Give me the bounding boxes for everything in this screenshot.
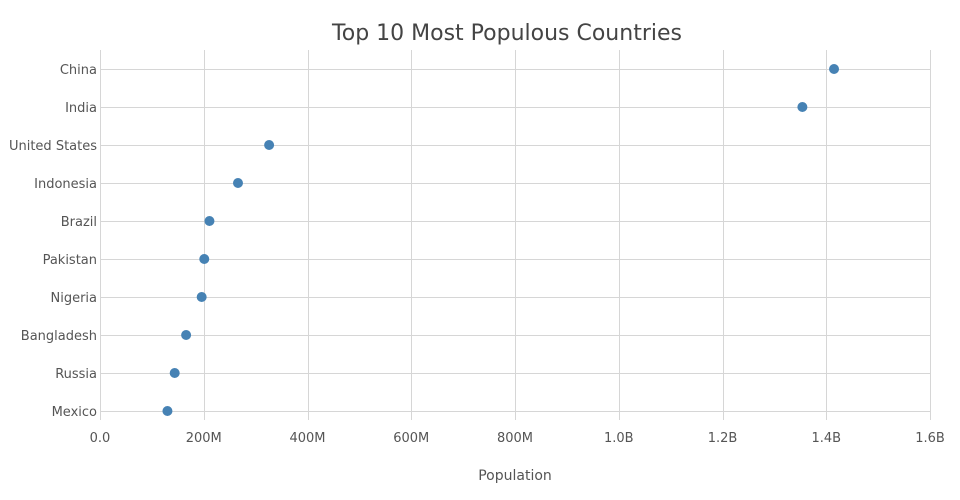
data-point	[264, 140, 275, 150]
x-axis-title: Population	[478, 468, 552, 484]
x-tick-label: 1.4B	[811, 431, 841, 446]
y-tick-label: United States	[9, 139, 97, 154]
data-point	[196, 292, 207, 302]
y-tick-label: Nigeria	[50, 291, 97, 306]
y-tick-label: Brazil	[61, 215, 97, 230]
x-tick-label: 1.2B	[708, 431, 738, 446]
y-tick-label: Pakistan	[43, 253, 97, 268]
y-tick-label: China	[60, 63, 97, 78]
data-point	[162, 406, 173, 416]
chart-title: Top 10 Most Populous Countries	[331, 21, 682, 46]
data-point	[797, 102, 808, 112]
x-tick-label: 800M	[497, 431, 533, 446]
x-tick-label: 1.6B	[915, 431, 945, 446]
y-tick-label: India	[65, 101, 97, 116]
data-point	[829, 64, 840, 74]
data-point	[169, 368, 180, 378]
x-tick-label: 0.0	[90, 431, 111, 446]
x-tick-label: 400M	[289, 431, 325, 446]
data-point	[181, 330, 192, 340]
x-tick-label: 200M	[186, 431, 222, 446]
y-axis-ticks: China India United States Indonesia Brazil Pa…	[9, 63, 97, 420]
grid-layer	[100, 50, 931, 420]
x-tick-label: 600M	[393, 431, 429, 446]
data-point	[232, 178, 243, 188]
data-point	[199, 254, 210, 264]
y-tick-label: Mexico	[52, 405, 97, 420]
x-axis-ticks: 0.0 200M 400M 600M 800M 1.0B 1.2B 1.4B 1.6B	[90, 431, 945, 446]
x-tick-label: 1.0B	[604, 431, 634, 446]
y-tick-label: Indonesia	[34, 177, 97, 192]
y-tick-label: Bangladesh	[21, 329, 97, 344]
data-points	[162, 64, 840, 416]
data-point	[204, 216, 215, 226]
y-tick-label: Russia	[55, 367, 97, 382]
